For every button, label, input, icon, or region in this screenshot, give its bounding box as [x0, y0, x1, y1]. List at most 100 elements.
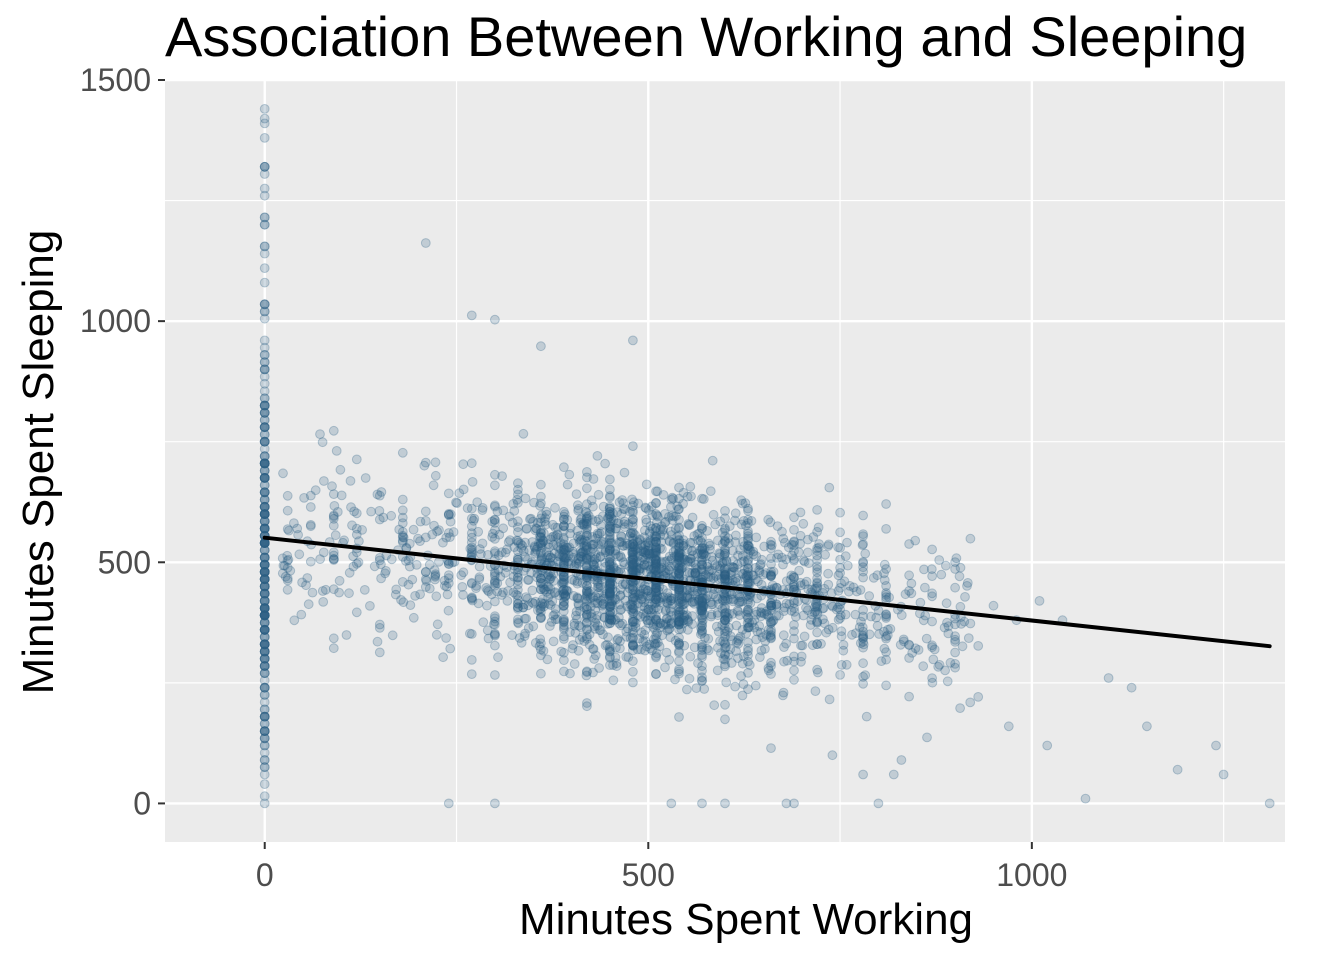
data-point: [827, 601, 838, 612]
data-point: [720, 626, 730, 637]
data-point: [349, 506, 360, 517]
data-point: [559, 534, 569, 545]
data-point: [604, 557, 615, 568]
data-point: [651, 532, 661, 543]
data-point: [626, 599, 637, 610]
data-point: [582, 595, 592, 605]
data-point: [697, 627, 707, 638]
data-point: [582, 483, 592, 494]
data-point: [557, 577, 568, 588]
data-point: [803, 558, 814, 568]
data-point: [813, 667, 823, 678]
data-point: [259, 509, 270, 519]
data-point: [644, 593, 654, 604]
data-point: [605, 612, 615, 623]
data-point: [605, 557, 615, 567]
data-point: [259, 596, 270, 606]
data-point: [259, 610, 270, 621]
data-point: [559, 539, 569, 550]
data-point: [605, 613, 615, 624]
data-point: [516, 543, 527, 553]
plot-panel: [165, 80, 1285, 842]
data-point: [374, 514, 385, 525]
data-point: [965, 533, 976, 544]
data-point: [315, 554, 326, 564]
data-point: [259, 603, 270, 613]
data-point: [558, 606, 569, 617]
data-point: [744, 578, 755, 589]
data-point: [747, 617, 758, 628]
data-point: [812, 555, 822, 565]
data-point: [259, 545, 270, 556]
data-point: [408, 612, 419, 623]
data-point: [685, 537, 696, 548]
data-point: [536, 638, 546, 649]
data-point: [579, 520, 590, 530]
data-point: [653, 586, 664, 596]
data-point: [588, 644, 599, 654]
data-point: [488, 619, 499, 630]
data-point: [618, 498, 629, 509]
data-point: [259, 675, 270, 686]
data-point: [481, 583, 492, 593]
data-point: [666, 798, 677, 809]
data-point: [606, 615, 617, 625]
data-point: [628, 527, 638, 538]
data-point: [559, 622, 569, 633]
data-point: [812, 617, 822, 628]
data-point: [582, 609, 592, 620]
data-point: [812, 561, 822, 572]
data-point: [789, 656, 799, 667]
data-point: [585, 592, 596, 603]
data-point: [259, 779, 270, 789]
data-point: [259, 415, 270, 425]
data-point: [259, 487, 270, 498]
data-point: [628, 616, 638, 627]
data-point: [559, 589, 569, 599]
data-point: [743, 535, 753, 546]
data-point: [642, 550, 653, 560]
data-point: [259, 661, 270, 671]
data-point: [664, 551, 675, 562]
data-point: [259, 603, 270, 613]
data-point: [960, 592, 970, 602]
data-point: [282, 505, 293, 516]
data-point: [634, 633, 645, 644]
data-point: [587, 612, 597, 623]
data-point: [259, 733, 270, 744]
data-point: [651, 509, 661, 519]
data-point: [593, 593, 603, 603]
data-point: [807, 640, 818, 651]
data-point: [584, 639, 595, 650]
data-point: [904, 539, 914, 549]
data-point: [259, 113, 270, 124]
data-point: [795, 538, 805, 549]
data-point: [259, 451, 270, 462]
data-point: [307, 587, 318, 598]
data-point: [724, 521, 735, 531]
data-point: [605, 511, 615, 522]
data-point: [684, 673, 695, 684]
data-point: [605, 580, 615, 591]
data-point: [660, 567, 671, 578]
data-point: [536, 513, 546, 524]
data-point: [559, 509, 570, 520]
data-point: [520, 552, 530, 562]
data-point: [766, 540, 777, 551]
data-point: [410, 591, 421, 601]
data-point: [559, 521, 569, 532]
data-point: [927, 591, 937, 602]
data-point: [582, 543, 592, 553]
data-point: [359, 585, 370, 595]
data-point: [445, 643, 456, 654]
data-point: [568, 640, 578, 650]
data-point: [646, 563, 656, 574]
data-point: [487, 532, 498, 542]
data-point: [542, 552, 552, 563]
data-point: [574, 534, 584, 545]
data-point: [950, 659, 960, 669]
data-point: [628, 507, 638, 518]
data-point: [749, 615, 760, 625]
data-point: [697, 650, 707, 660]
data-point: [789, 537, 799, 548]
